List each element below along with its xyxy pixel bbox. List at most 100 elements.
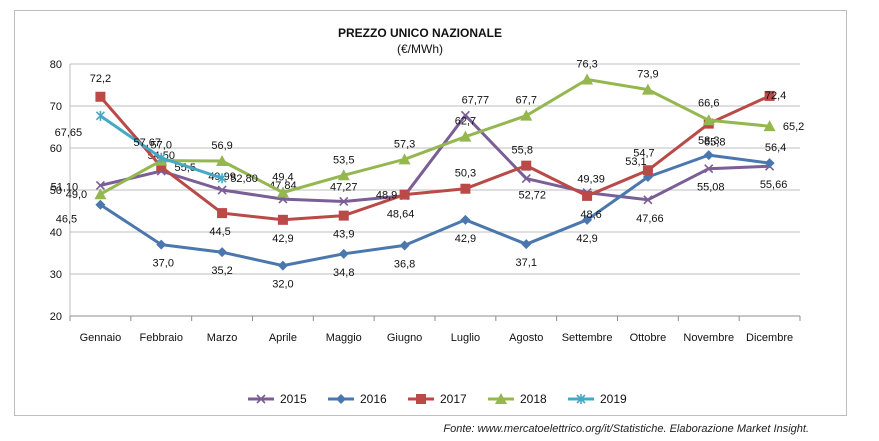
x-tick-label: Giugno — [387, 332, 422, 344]
point — [460, 183, 471, 194]
point — [217, 247, 228, 258]
chart-title: PREZZO UNICO NAZIONALE — [338, 26, 502, 40]
y-tick-label: 60 — [50, 143, 62, 155]
point — [276, 186, 289, 198]
data-label: 52,72 — [518, 190, 546, 202]
data-label: 57,0 — [151, 140, 172, 152]
source-note: Fonte: www.mercatoelettrico.org/it/Stati… — [443, 423, 809, 435]
x-tick-label: Agosto — [509, 332, 543, 344]
data-label: 56,4 — [765, 142, 786, 154]
point — [703, 150, 714, 161]
point — [216, 155, 229, 167]
point — [339, 196, 349, 207]
point — [763, 120, 776, 132]
legend-item-2017: 2017 — [408, 392, 467, 406]
data-label: 73,9 — [637, 69, 658, 81]
data-label: 32,0 — [272, 279, 293, 291]
x-tick-label: Luglio — [451, 332, 480, 344]
series-2016: 46,5 37,0 35,2 32,0 34,8 36,8 42,9 37,1 42,9 53,1… — [56, 135, 787, 290]
data-label: 58,3 — [698, 135, 719, 147]
legend-label: 2018 — [520, 392, 547, 406]
line-chart: PREZZO UNICO NAZIONALE (€/MWh) 20 30 40 50 60 7… — [50, 26, 805, 406]
data-label: 65,2 — [783, 121, 804, 133]
point — [521, 174, 531, 184]
data-label: 51,10 — [51, 181, 79, 193]
x-tick-label: Marzo — [207, 332, 238, 344]
point — [643, 195, 653, 205]
data-label: 46,5 — [56, 214, 77, 226]
data-label: 72,2 — [90, 73, 111, 85]
series-line — [99, 94, 771, 222]
x-tick-label: Ottobre — [630, 332, 667, 344]
x-tick-label: Febbraio — [140, 332, 183, 344]
data-label: 56,9 — [211, 140, 232, 152]
data-label: 48,9 — [376, 190, 397, 202]
point — [582, 190, 593, 201]
point — [581, 73, 594, 85]
series-2019: 67,65 57,67 52,80 — [55, 110, 258, 185]
point — [95, 91, 106, 102]
x-tick-label: Aprile — [269, 332, 297, 344]
point — [460, 110, 470, 120]
point — [217, 208, 228, 219]
point — [256, 394, 266, 404]
point — [520, 109, 533, 121]
data-label: 47,27 — [330, 181, 358, 193]
point — [582, 214, 593, 225]
point — [399, 189, 410, 200]
point — [94, 188, 107, 200]
point — [521, 160, 532, 171]
data-label: 52,80 — [230, 173, 258, 185]
data-label: 65,8 — [704, 137, 725, 149]
series-line — [99, 78, 770, 196]
data-label: 42,9 — [576, 233, 597, 245]
legend-label: 2016 — [360, 392, 387, 406]
legend-item-2018: 2018 — [488, 392, 547, 406]
data-label: 49,39 — [577, 174, 605, 186]
data-label: 36,8 — [394, 258, 415, 270]
y-tick-label: 40 — [50, 227, 62, 239]
series-2018: 49,0 57,0 56,9 49,4 53,5 57,3 62,7 67,7 76,3 73,9… — [66, 59, 805, 202]
gridlines — [70, 63, 800, 317]
legend-label: 2017 — [440, 392, 467, 406]
point — [338, 210, 349, 221]
data-label: 49,4 — [272, 172, 293, 184]
data-label: 57,3 — [394, 138, 415, 150]
x-tick-label: Settembre — [562, 332, 613, 344]
point — [217, 185, 227, 195]
legend-label: 2019 — [600, 392, 627, 406]
legend-item-2019: 2019 — [568, 392, 627, 406]
point — [399, 240, 410, 251]
point — [336, 394, 346, 404]
x-tick-label: Dicembre — [746, 332, 793, 344]
x-tick-label: Gennaio — [80, 332, 122, 344]
y-tick-label: 30 — [50, 269, 62, 281]
point — [398, 153, 411, 165]
data-label: 44,5 — [209, 226, 230, 238]
point — [704, 164, 714, 174]
y-tick-label: 70 — [50, 101, 62, 113]
point — [764, 90, 775, 101]
data-label: 42,9 — [272, 233, 293, 245]
x-tick-label: Maggio — [326, 332, 362, 344]
data-label: 72,4 — [765, 90, 786, 102]
point — [576, 394, 586, 404]
x-tick-label: Novembre — [683, 332, 734, 344]
data-label: 48,64 — [387, 209, 415, 221]
data-label: 55,08 — [697, 182, 725, 194]
y-tick-label: 20 — [50, 311, 62, 323]
point — [642, 165, 653, 176]
data-label: 57,67 — [133, 137, 161, 149]
point — [217, 173, 227, 184]
series-line — [99, 153, 770, 268]
data-label: 37,0 — [153, 258, 174, 270]
data-label: 76,3 — [576, 59, 597, 71]
legend: 2015 2016 2017 2018 2019 — [248, 392, 627, 406]
data-label: 48,6 — [580, 209, 601, 221]
chart-frame: PREZZO UNICO NAZIONALE (€/MWh) 20 30 40 50 60 7… — [14, 10, 847, 416]
data-label: 49,0 — [66, 189, 87, 201]
point — [95, 180, 105, 190]
data-label: 43,9 — [333, 229, 354, 241]
data-label: 67,65 — [55, 127, 83, 139]
y-tick-label: 50 — [50, 185, 62, 197]
